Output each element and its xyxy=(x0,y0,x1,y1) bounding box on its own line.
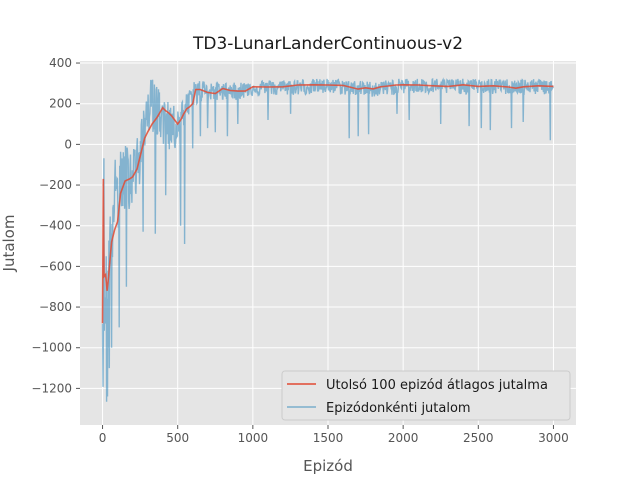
average-reward-line xyxy=(101,83,554,324)
chart-title: TD3-LunarLanderContinuous-v2 xyxy=(192,34,463,54)
legend-box xyxy=(281,370,571,421)
grid xyxy=(80,61,576,425)
legend-label-episode: Epizódonkénti jutalom xyxy=(326,401,471,416)
y-tick-label: −1000 xyxy=(31,341,72,355)
y-tick-label: 400 xyxy=(49,56,72,70)
data-layer xyxy=(101,77,554,402)
y-axis-ticks: 400 200 0 −200 −400 −600 −800 −1000 −1200 xyxy=(31,56,80,395)
x-axis-label: Epizód xyxy=(303,457,353,475)
episode-reward-line xyxy=(101,77,554,402)
y-axis-label: Jutalom xyxy=(0,215,18,273)
x-tick-label: 1000 xyxy=(238,431,269,445)
y-tick-label: −400 xyxy=(39,219,72,233)
y-tick-label: −1200 xyxy=(31,381,72,395)
y-tick-label: −200 xyxy=(39,178,72,192)
y-tick-label: −600 xyxy=(39,259,72,273)
legend-label-average: Utolsó 100 epizód átlagos jutalma xyxy=(326,378,548,393)
x-tick-label: 3000 xyxy=(538,431,569,445)
y-tick-label: 200 xyxy=(49,97,72,111)
x-tick-label: 1500 xyxy=(313,431,344,445)
legend: Utolsó 100 epizód átlagos jutalma Epizód… xyxy=(281,370,571,421)
y-tick-label: −800 xyxy=(39,300,72,314)
y-tick-label: 0 xyxy=(64,137,72,151)
x-tick-label: 2500 xyxy=(463,431,494,445)
x-tick-label: 500 xyxy=(166,431,189,445)
x-tick-label: 2000 xyxy=(388,431,419,445)
x-axis-ticks: 0 500 1000 1500 2000 2500 3000 xyxy=(99,425,569,445)
x-tick-label: 0 xyxy=(99,431,107,445)
